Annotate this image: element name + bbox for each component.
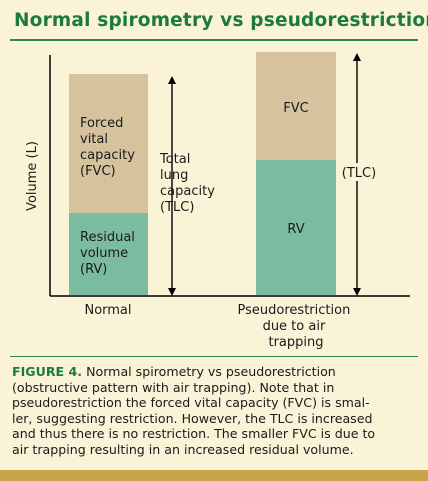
normal-fvc-segment [69, 74, 148, 213]
pseudo-tlc-label: (TLC) [342, 166, 376, 181]
spirometry-diagram: Volume (L) Forced vital capacity (FVC) R… [25, 52, 410, 350]
pseudo-fvc-segment [256, 52, 336, 160]
pseudo-category-label: Pseudorestriction due to air trapping [238, 303, 355, 350]
pseudo-tlc-label-bg [338, 163, 380, 181]
caption-line: ler, suggesting restriction. However, th… [12, 410, 373, 426]
pseudo-fvc-label: FVC [283, 101, 308, 116]
normal-rv-label: Residual volume (RV) [80, 230, 139, 277]
y-axis-label: Volume (L) [25, 141, 40, 211]
caption-divider [10, 356, 418, 357]
caption-line: air trapping resulting in an increased r… [12, 441, 354, 457]
caption-line: (obstructive pattern with air trapping).… [12, 379, 335, 395]
caption-line: pseudorestriction the forced vital capac… [12, 395, 370, 411]
normal-category-label: Normal [84, 303, 131, 318]
figure-title: Normal spirometry vs pseudorestriction [14, 10, 428, 31]
normal-tlc-label: Total lung capacity (TLC) [159, 152, 219, 215]
caption-figure-label: FIGURE 4. [12, 364, 83, 379]
pseudo-rv-segment [256, 160, 336, 295]
normal-fvc-label: Forced vital capacity (FVC) [80, 116, 139, 179]
pseudo-rv-label: RV [287, 222, 304, 237]
title-divider [10, 39, 418, 41]
figure-caption: FIGURE 4. Normal spirometry vs pseudores… [12, 364, 420, 458]
caption-line: and thus there is no restriction. The sm… [12, 426, 376, 442]
caption-line: Normal spirometry vs pseudorestriction [82, 364, 336, 379]
normal-rv-segment [69, 213, 148, 295]
bottom-accent-bar [0, 470, 428, 481]
